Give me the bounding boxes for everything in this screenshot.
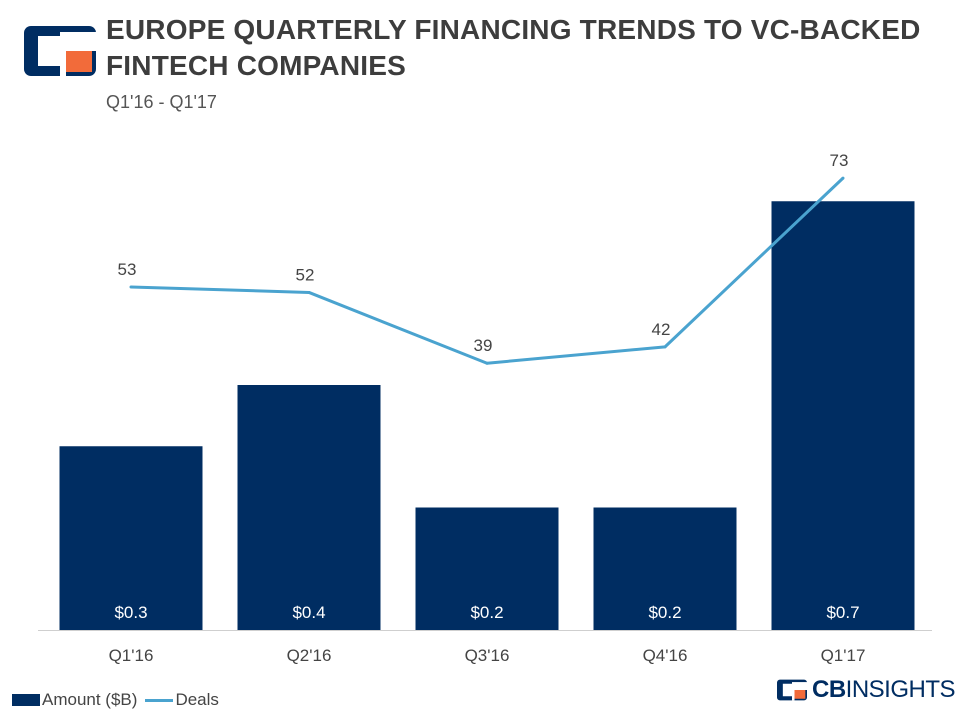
chart-title: EUROPE QUARTERLY FINANCING TRENDS TO VC-… bbox=[106, 14, 921, 81]
brand-rest: INSIGHTS bbox=[845, 676, 956, 703]
cb-insights-logo bbox=[24, 26, 96, 76]
legend: Amount ($B) Deals bbox=[12, 690, 219, 710]
x-tick-label: Q4'16 bbox=[643, 646, 688, 665]
deals-point bbox=[663, 345, 667, 349]
deals-value-label: 42 bbox=[652, 320, 671, 339]
bar-2 bbox=[415, 507, 559, 630]
bar-value-label: $0.7 bbox=[826, 603, 859, 622]
chart-subtitle: Q1'16 - Q1'17 bbox=[106, 92, 217, 112]
x-tick-label: Q3'16 bbox=[465, 646, 510, 665]
deals-point bbox=[129, 285, 133, 289]
legend-item-deals: Deals bbox=[145, 690, 219, 710]
deals-value-label: 52 bbox=[296, 265, 315, 284]
cb-insights-brand: CBINSIGHTS bbox=[776, 676, 956, 704]
brand-wordmark: CBINSIGHTS bbox=[811, 676, 956, 704]
bar-value-label: $0.2 bbox=[470, 603, 503, 622]
x-tick-label: Q1'17 bbox=[821, 646, 866, 665]
deals-point bbox=[841, 176, 845, 180]
bar-1 bbox=[237, 385, 381, 630]
bar-value-label: $0.3 bbox=[114, 603, 147, 622]
bar-4 bbox=[771, 201, 915, 630]
bar-3 bbox=[593, 507, 737, 630]
deals-value-label: 73 bbox=[830, 151, 849, 170]
legend-swatch-bar bbox=[12, 694, 40, 706]
brand-strong: CB bbox=[811, 676, 846, 703]
x-tick-label: Q1'16 bbox=[109, 646, 154, 665]
legend-swatch-line bbox=[145, 698, 174, 702]
deals-value-label: 39 bbox=[474, 336, 493, 355]
x-tick-label: Q2'16 bbox=[287, 646, 332, 665]
bar-0 bbox=[59, 446, 203, 630]
bar-value-label: $0.4 bbox=[292, 603, 325, 622]
legend-item-amount: Amount ($B) bbox=[12, 690, 137, 710]
legend-label-deals: Deals bbox=[175, 690, 219, 709]
deals-point bbox=[485, 361, 489, 365]
deals-value-label: 53 bbox=[118, 260, 137, 279]
cb-insights-mini-logo bbox=[776, 679, 807, 701]
legend-label-amount: Amount ($B) bbox=[42, 690, 138, 709]
bar-value-label: $0.2 bbox=[648, 603, 681, 622]
deals-point bbox=[307, 290, 311, 294]
